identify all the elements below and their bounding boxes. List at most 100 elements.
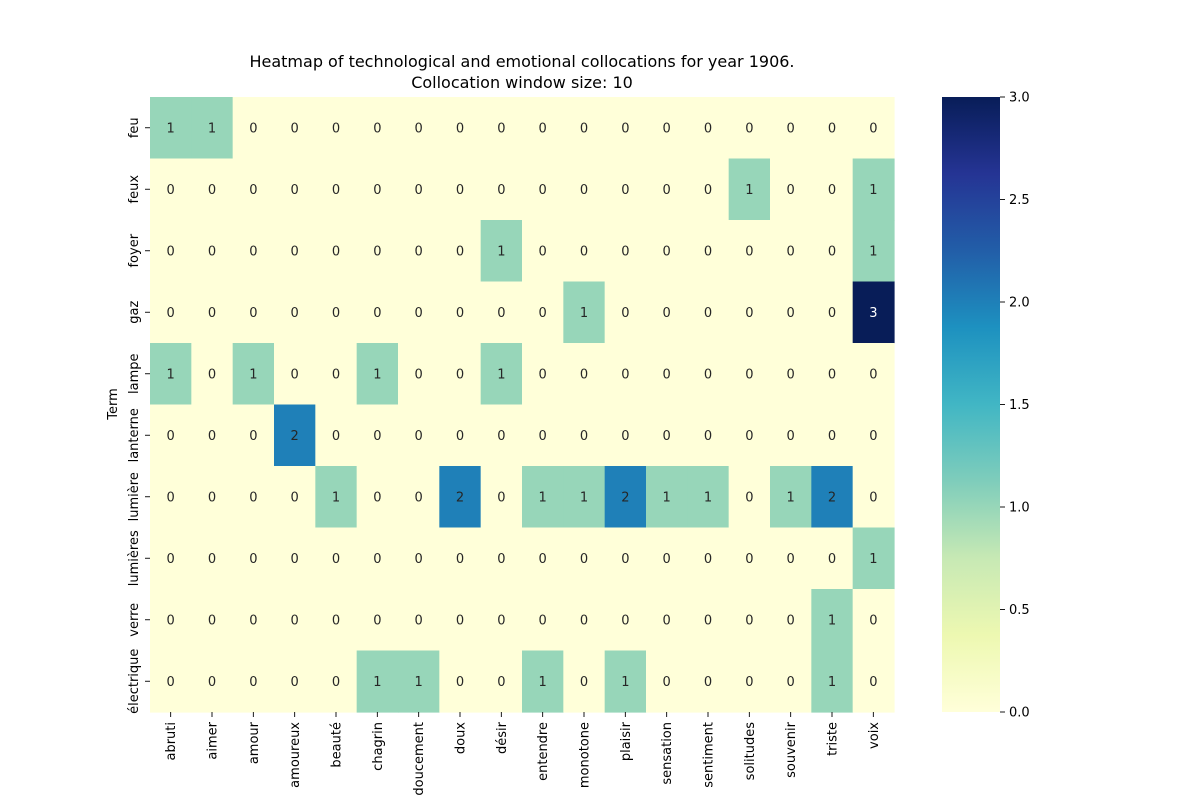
heatmap-cell — [563, 527, 606, 590]
heatmap-cell — [646, 158, 688, 221]
chart-title-line-1: Heatmap of technological and emotional c… — [249, 52, 794, 71]
heatmap-cell — [232, 158, 275, 221]
heatmap-cell — [646, 220, 688, 283]
heatmap-cell — [811, 650, 854, 713]
heatmap-cell — [604, 281, 647, 344]
cell-value-label: 0 — [663, 306, 671, 321]
cell-value-label: 0 — [249, 429, 257, 444]
cell-value-label: 1 — [663, 490, 671, 505]
x-tick-label: beauté — [330, 722, 345, 768]
heatmap-cell — [398, 466, 440, 529]
heatmap-cell — [150, 466, 192, 529]
cell-value-label: 0 — [456, 429, 464, 444]
cell-value-label: 0 — [580, 121, 588, 136]
cell-value-label: 0 — [291, 121, 299, 136]
cell-value-label: 0 — [828, 552, 836, 567]
cell-value-label: 0 — [745, 121, 753, 136]
heatmap-cell — [480, 404, 523, 467]
chart-title: Heatmap of technological and emotional c… — [249, 52, 794, 92]
cell-value-label: 0 — [745, 675, 753, 690]
colorbar — [942, 97, 1000, 712]
x-tick-label: plaisir — [619, 721, 634, 761]
cell-value-label: 0 — [456, 244, 464, 259]
cell-value-label: 0 — [787, 675, 795, 690]
y-axis: feu feux foyer gaz lampe lanterne lumière lumiè… — [127, 117, 150, 714]
cell-value-label: 0 — [580, 244, 588, 259]
heatmap-cell-labels: 1 1 0 0 0 0 0 0 0 0 0 0 0 0 0 0 0 0 0 0 0 0 0 0 0 0 0 0 0 0 0 0 1 0 0 1 0 0 0 0… — [167, 121, 878, 690]
heatmap-cell — [728, 220, 771, 283]
heatmap-cell — [315, 589, 358, 652]
heatmap-cell — [150, 527, 192, 590]
heatmap-cell — [770, 343, 812, 406]
heatmap-cell — [522, 97, 564, 160]
heatmap-cell — [439, 466, 482, 529]
heatmap-cell — [398, 343, 440, 406]
x-tick-label: doucement — [412, 722, 427, 796]
cell-value-label: 0 — [539, 552, 547, 567]
cell-value-label: 0 — [621, 367, 629, 382]
cell-value-label: 0 — [373, 183, 381, 198]
cell-value-label: 0 — [539, 367, 547, 382]
cell-value-label: 0 — [787, 244, 795, 259]
cell-value-label: 0 — [745, 306, 753, 321]
cell-value-label: 1 — [869, 183, 877, 198]
x-tick-label: sentiment — [702, 722, 717, 788]
cell-value-label: 0 — [415, 244, 423, 259]
heatmap-cell — [728, 404, 771, 467]
heatmap-cell — [646, 650, 688, 713]
heatmap-cell — [232, 97, 275, 160]
cell-value-label: 0 — [456, 121, 464, 136]
cell-value-label: 0 — [704, 121, 712, 136]
x-tick-label: entendre — [536, 722, 551, 781]
cell-value-label: 0 — [580, 552, 588, 567]
heatmap-cell — [274, 220, 316, 283]
colorbar-tick-label: 0.5 — [1009, 603, 1030, 618]
cell-value-label: 0 — [373, 613, 381, 628]
heatmap-cell — [232, 220, 275, 283]
cell-value-label: 0 — [332, 121, 340, 136]
heatmap-cell — [687, 158, 730, 221]
cell-value-label: 0 — [415, 306, 423, 321]
colorbar-tick-label: 3.0 — [1009, 91, 1030, 106]
heatmap-cell — [852, 220, 895, 283]
heatmap-cell — [728, 343, 771, 406]
heatmap-cell — [770, 527, 812, 590]
cell-value-label: 0 — [828, 244, 836, 259]
cell-value-label: 0 — [456, 552, 464, 567]
heatmap-cell — [150, 404, 192, 467]
heatmap-cell — [356, 343, 399, 406]
cell-value-label: 0 — [745, 613, 753, 628]
heatmap-cell — [811, 404, 854, 467]
heatmap-cell — [852, 97, 895, 160]
cell-value-label: 0 — [291, 490, 299, 505]
cell-value-label: 1 — [373, 367, 381, 382]
cell-value-label: 0 — [539, 429, 547, 444]
cell-value-label: 0 — [539, 306, 547, 321]
cell-value-label: 0 — [704, 244, 712, 259]
cell-value-label: 2 — [291, 429, 299, 444]
heatmap-cell — [646, 589, 688, 652]
cell-value-label: 0 — [745, 490, 753, 505]
cell-value-label: 0 — [497, 552, 505, 567]
x-tick-label: aimer — [206, 721, 221, 759]
heatmap-cell — [687, 466, 730, 529]
heatmap-cell — [398, 220, 440, 283]
heatmap-cell — [687, 220, 730, 283]
heatmap-cell — [439, 650, 482, 713]
cell-value-label: 0 — [497, 613, 505, 628]
chart-title-line-2: Collocation window size: 10 — [411, 73, 633, 92]
cell-value-label: 0 — [208, 675, 216, 690]
cell-value-label: 0 — [497, 183, 505, 198]
heatmap-cell — [274, 343, 316, 406]
cell-value-label: 0 — [745, 429, 753, 444]
heatmap-cell — [274, 97, 316, 160]
cell-value-label: 0 — [167, 613, 175, 628]
cell-value-label: 0 — [456, 306, 464, 321]
heatmap-cell — [687, 650, 730, 713]
heatmap-cell — [687, 589, 730, 652]
heatmap-cell — [191, 650, 234, 713]
cell-value-label: 1 — [869, 244, 877, 259]
cell-value-label: 0 — [415, 367, 423, 382]
cell-value-label: 0 — [373, 490, 381, 505]
heatmap-cell — [522, 158, 564, 221]
